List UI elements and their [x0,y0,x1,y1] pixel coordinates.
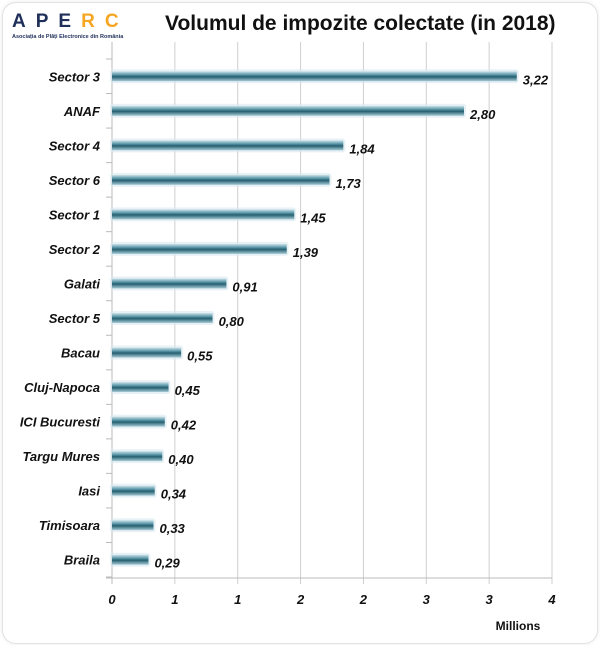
bar [112,451,163,462]
chart-title: Volumul de impozite colectate (in 2018) [165,12,556,35]
bar [112,520,154,531]
category-label: Sector 1 [49,207,100,222]
category-label: Targu Mures [22,449,100,464]
x-axis-label: Millions [496,619,541,633]
logo-letter: E [58,11,72,32]
category-label: Sector 3 [49,69,101,84]
value-label: 0,55 [187,349,213,364]
bar [112,485,155,496]
category-label: Cluj-Napoca [24,380,100,395]
value-label: 3,22 [523,72,549,87]
value-label: 0,33 [159,521,185,536]
bar [112,105,464,116]
category-label: Timisoara [39,518,100,533]
value-label: 0,29 [154,556,180,571]
logo-subtitle: Asociația de Plăți Electronice din Român… [12,34,124,40]
logo-letter: A [12,11,26,32]
logo-letter: P [35,11,49,32]
x-tick-label: 0 [108,592,116,607]
category-label: ANAF [63,104,101,119]
category-label: Sector 5 [49,311,101,326]
x-tick-label: 1 [171,592,178,607]
x-tick-label: 4 [547,592,556,607]
value-label: 1,45 [300,210,326,225]
bar [112,554,149,565]
bar [112,416,165,427]
value-label: 0,91 [232,279,257,294]
value-label: 2,80 [469,107,496,122]
bar [112,382,169,393]
x-tick-label: 3 [486,592,494,607]
category-label: Braila [64,553,100,568]
category-label: Sector 6 [49,173,101,188]
value-label: 1,73 [335,176,361,191]
category-label: Sector 2 [49,242,101,257]
value-label: 1,84 [349,141,375,156]
category-label: Galati [64,276,101,291]
bar [112,174,330,185]
logo-letter: C [104,11,119,32]
bar [112,347,182,358]
x-tick-label: 1 [234,592,241,607]
value-label: 0,40 [168,452,194,467]
bar [112,278,227,289]
bar [112,313,213,323]
value-label: 0,34 [161,487,187,502]
category-label: Bacau [61,346,100,361]
value-label: 1,39 [293,245,319,260]
value-label: 0,80 [219,314,245,329]
value-label: 0,42 [171,418,197,433]
logo-letter: R [81,11,95,32]
bar [112,243,287,254]
bar [112,71,517,82]
bar [112,209,295,220]
category-label: Sector 4 [49,138,101,153]
category-label: Iasi [78,484,100,499]
bar [112,140,344,151]
x-tick-label: 3 [423,592,431,607]
value-label: 0,45 [175,383,201,398]
x-tick-label: 2 [296,592,305,607]
x-tick-label: 2 [359,592,368,607]
category-label: ICI Bucuresti [20,415,101,430]
